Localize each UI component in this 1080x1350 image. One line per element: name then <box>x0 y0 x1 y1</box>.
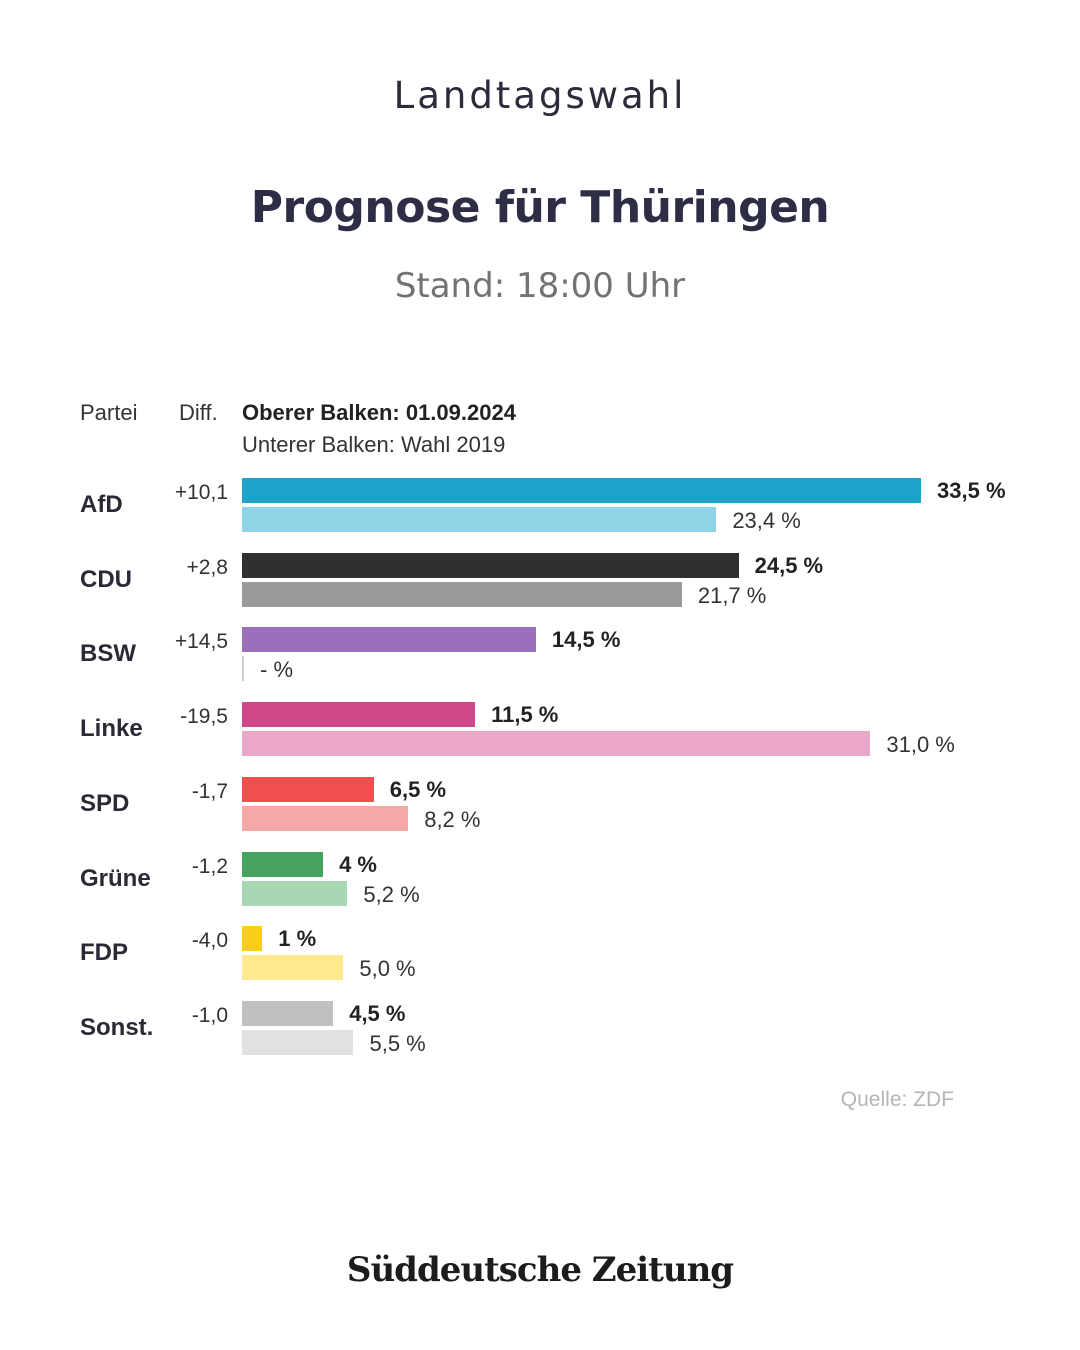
party-diff: -1,7 <box>191 779 228 803</box>
value-label-current: 14,5 % <box>551 627 621 653</box>
value-label-current: 24,5 % <box>754 552 824 578</box>
bar-current <box>242 702 476 728</box>
party-diff: -19,5 <box>180 705 228 729</box>
value-label-previous: 5,0 % <box>359 956 416 982</box>
value-label-current: 33,5 % <box>937 478 1006 503</box>
value-label-current: 4 % <box>339 851 377 877</box>
bar-current <box>242 851 324 877</box>
chart-subtitle: Stand: 18:00 Uhr <box>394 266 686 306</box>
party-diff: -1,0 <box>191 1003 228 1027</box>
bar-previous <box>242 880 348 906</box>
party-diff: +10,1 <box>174 481 228 504</box>
value-label-previous: - % <box>260 657 293 683</box>
value-label-previous: 21,7 % <box>697 582 767 608</box>
value-label-previous: 31,0 % <box>886 732 955 758</box>
bar-current <box>242 552 739 578</box>
party-diff: -1,2 <box>191 854 228 878</box>
party-label: Linke <box>80 715 143 743</box>
party-diff: +2,8 <box>186 555 228 579</box>
chart-title: Prognose für Thüringen <box>250 182 830 233</box>
bar-previous <box>242 1029 354 1055</box>
party-diff: +14,5 <box>174 630 228 654</box>
value-label-previous: 5,2 % <box>363 881 420 907</box>
source-note: Quelle: ZDF <box>840 1088 954 1111</box>
bar-current <box>242 776 374 802</box>
bar-previous <box>242 581 682 607</box>
party-label: BSW <box>80 640 136 668</box>
value-label-previous: 5,5 % <box>369 1030 426 1056</box>
bar-current <box>242 478 922 503</box>
bar-current <box>242 926 263 952</box>
bar-previous <box>242 656 244 682</box>
party-label: SPD <box>80 789 130 817</box>
legend-lower-bar: Unterer Balken: Wahl 2019 <box>242 432 506 457</box>
bar-previous <box>242 805 409 831</box>
value-label-current: 1 % <box>278 926 317 952</box>
party-label: Grüne <box>80 864 151 892</box>
bar-previous <box>242 731 871 757</box>
party-label: AfD <box>80 491 123 518</box>
value-label-previous: 23,4 % <box>732 508 801 533</box>
value-label-current: 6,5 % <box>389 776 447 802</box>
bar-previous <box>242 955 344 981</box>
kicker: Landtagswahl <box>393 74 687 117</box>
bar-current <box>242 627 536 653</box>
column-header-party: Partei <box>80 400 138 425</box>
column-header-diff: Diff. <box>179 400 218 425</box>
brand-logo: Süddeutsche Zeitung <box>346 1250 734 1290</box>
party-label: FDP <box>80 939 128 967</box>
value-label-previous: 8,2 % <box>424 806 481 832</box>
legend-upper-bar: Oberer Balken: 01.09.2024 <box>242 400 516 425</box>
party-label: Sonst. <box>80 1013 154 1041</box>
value-label-current: 11,5 % <box>491 702 559 728</box>
party-label: CDU <box>80 565 132 593</box>
party-diff: -4,0 <box>191 929 228 953</box>
bar-previous <box>242 507 717 532</box>
value-label-current: 4,5 % <box>349 1000 406 1026</box>
bar-current <box>242 1000 334 1026</box>
